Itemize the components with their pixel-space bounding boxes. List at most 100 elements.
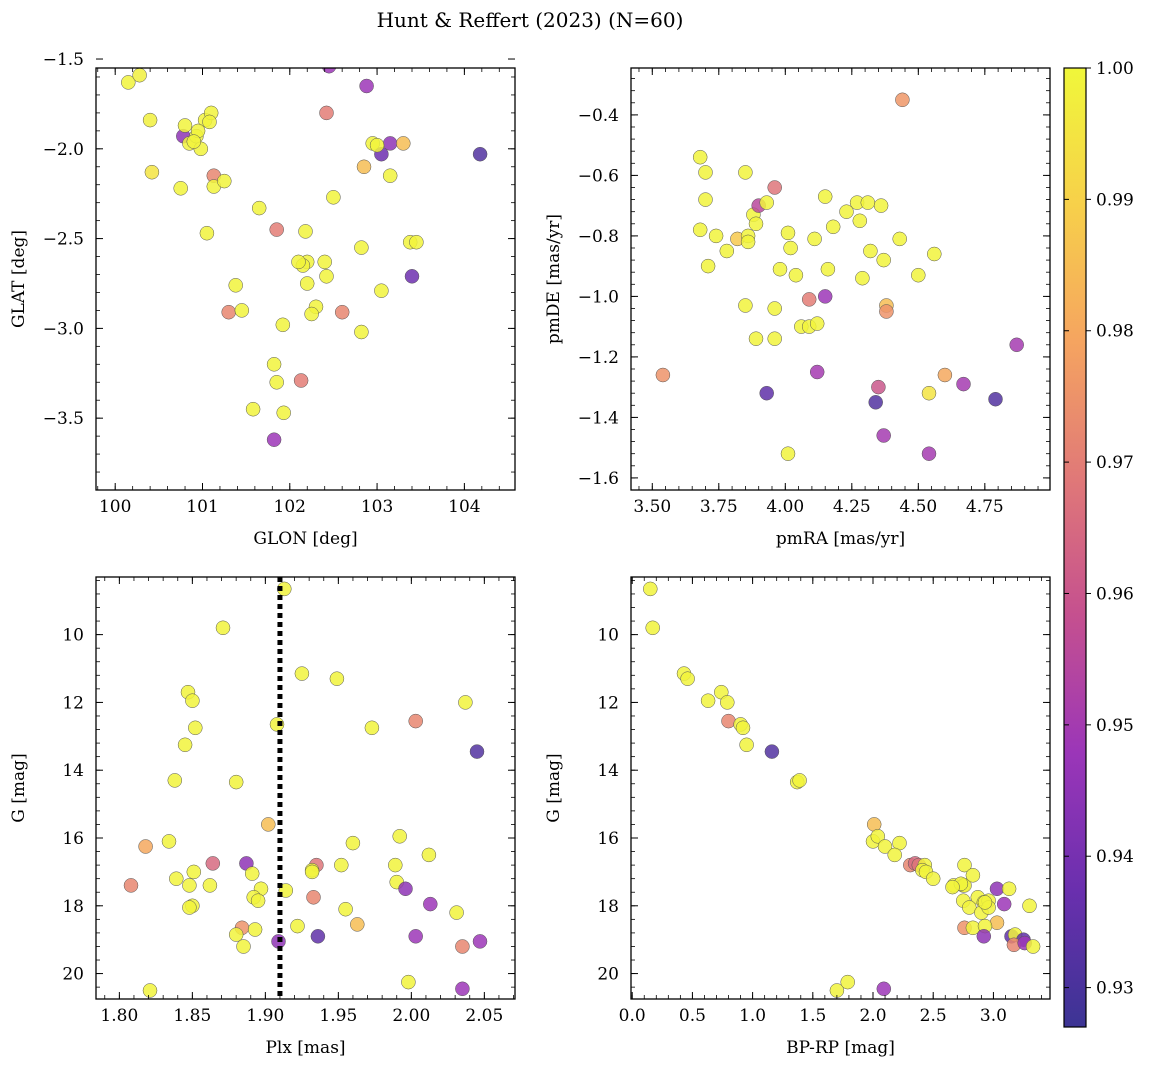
data-point [748,331,764,346]
data-point [329,671,345,686]
x-tick-label: 104 [448,497,480,517]
data-point [976,929,992,944]
data-point [221,304,236,320]
x-tick-label: 3.0 [980,1006,1007,1026]
x-tick-label: 1.85 [173,1006,211,1026]
data-point [738,298,753,313]
y-tick-label: 10 [597,626,619,646]
data-point [217,173,232,189]
data-point [401,974,416,990]
data-point [807,231,822,247]
y-tick-label: −2.5 [43,230,84,250]
data-point [720,695,735,710]
x-tick-label: 103 [361,497,393,517]
data-point [177,737,193,753]
data-point [382,168,398,183]
data-point [965,868,981,883]
colorbar-tick-label: 0.95 [1096,716,1134,736]
x-axis-label: pmRA [mas/yr] [776,529,905,549]
data-point [354,324,369,340]
data-point [409,234,424,250]
data-point [956,376,971,392]
data-point [645,620,660,636]
data-point [269,222,284,237]
data-point [299,276,315,291]
data-point [759,195,774,210]
data-point [182,900,197,915]
data-point [825,219,841,235]
x-tick-label: 100 [99,497,131,517]
data-point [839,204,854,219]
data-point [876,252,891,268]
data-point [334,304,350,320]
x-tick-label: 2.00 [392,1006,430,1026]
data-point [449,905,464,920]
data-point [735,720,751,736]
colorbar-tick-label: 0.98 [1096,322,1134,342]
data-point [680,671,695,686]
data-point [167,773,183,788]
data-point [423,896,438,912]
figure-title: Hunt & Reffert (2023) (N=60) [377,8,684,32]
data-point [748,216,764,232]
data-point [863,243,878,259]
panel-cmd: 0.0 0.5 1.0 1.5 2.0 2.5 3.0 10 12 14 16 18 20 BP-RP [… [544,576,1051,1058]
y-tick-label: −0.4 [578,106,619,126]
data-point [182,878,197,893]
y-tick-label: −3.5 [43,409,84,429]
y-tick-label: −0.6 [578,166,619,186]
data-point [269,375,284,390]
data-point [1022,898,1037,914]
y-tick-label: −1.4 [578,408,619,428]
data-point [852,213,868,229]
data-point [721,713,736,729]
panel-pm: 3.50 3.75 4.00 4.25 4.50 4.75 −1.6 −1.4 −1.2 −1.0… [544,67,1051,549]
colorbar-tick-label: 0.97 [1096,453,1134,473]
data-point [788,267,804,283]
y-tick-label: 18 [597,897,619,917]
data-point [817,189,833,204]
data-point [977,895,993,910]
data-point [356,159,372,175]
data-point [199,225,215,241]
data-point [228,927,244,942]
y-tick-label: 18 [62,897,84,917]
data-point [123,878,139,893]
data-point [458,695,473,710]
data-point [205,856,221,871]
plot-frame [95,67,516,491]
data-point [275,317,291,333]
data-point [937,367,953,383]
y-tick-label: 12 [597,693,619,713]
data-point [298,224,313,239]
x-tick-label: 4.75 [966,497,1004,517]
data-point [266,432,282,447]
data-point [989,915,1005,930]
data-point [404,269,420,284]
points-pm [655,92,1024,461]
data-point [132,68,147,83]
data-point [767,331,782,346]
colorbar-tick-label: 0.99 [1096,190,1134,210]
data-point [692,222,708,238]
data-point [306,890,321,905]
data-point [319,269,334,284]
data-point [177,118,193,133]
x-axis-label: BP-RP [mag] [786,1038,895,1058]
x-tick-label: 0.0 [619,1006,646,1026]
data-point [472,934,488,949]
data-point [772,261,788,277]
y-tick-label: −0.8 [578,227,619,247]
data-point [764,744,780,759]
ticks-plx_g: 1.80 1.85 1.90 1.95 2.00 2.05 10 12 14 16 18 20 [62,577,515,1026]
data-point [840,974,855,990]
y-tick-label: −1.5 [43,50,84,70]
data-point [698,192,713,207]
data-point [921,385,937,401]
data-point [868,395,883,410]
data-point [792,773,807,788]
data-point [228,278,243,293]
data-point [245,401,261,417]
y-tick-label: 14 [597,761,619,781]
